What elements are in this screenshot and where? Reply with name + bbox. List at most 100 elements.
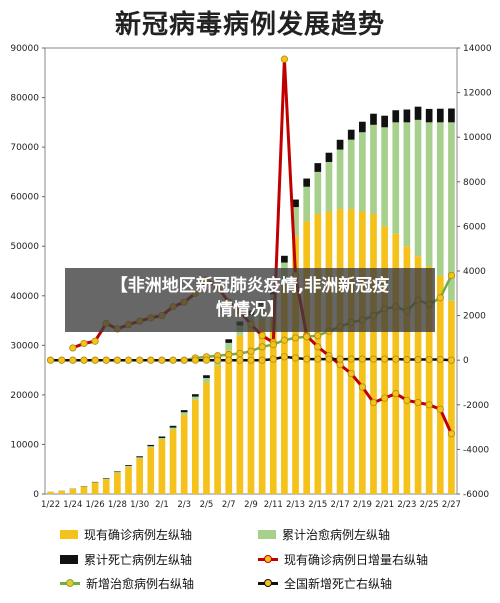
new-deaths-point <box>191 356 199 364</box>
new-deaths-point <box>258 356 266 364</box>
bar-cumulative-cured <box>336 149 344 210</box>
bar-current-confirmed <box>125 466 132 494</box>
legend-item-current-confirmed: 现有确诊病例左纵轴 <box>60 526 192 543</box>
x-tick-label: 2/5 <box>200 500 214 510</box>
left-tick-label: 0 <box>33 490 39 500</box>
new-deaths-point <box>180 356 188 364</box>
new-deaths-point <box>236 356 244 364</box>
new-deaths-point <box>347 355 355 363</box>
new-deaths-point <box>425 355 433 364</box>
legend-item-daily-increase: 现有确诊病例日增量右纵轴 <box>258 551 428 568</box>
x-tick-label: 1/26 <box>86 500 105 510</box>
bar-current-confirmed <box>203 382 210 494</box>
new-deaths-point <box>247 356 255 364</box>
new-deaths-point <box>269 355 277 363</box>
legend-swatch-current-confirmed <box>60 530 78 539</box>
new-deaths-point <box>46 356 55 364</box>
right-tick-label: -2000 <box>463 401 489 411</box>
x-tick-label: 2/11 <box>264 500 283 510</box>
bar-cumulative-deaths <box>191 394 199 397</box>
new-cured-point <box>314 332 322 340</box>
bar-cumulative-deaths <box>125 465 132 467</box>
x-tick-label: 1/28 <box>108 500 127 510</box>
new-deaths-point <box>169 356 177 364</box>
new-deaths-point <box>358 355 366 363</box>
x-tick-label: 2/25 <box>420 500 439 510</box>
legend-label-cumulative-cured: 累计治愈病例左纵轴 <box>282 528 391 542</box>
bar-cumulative-cured <box>114 472 121 473</box>
bar-cumulative-cured <box>225 342 233 351</box>
left-tick-label: 10000 <box>10 440 39 450</box>
x-tick-label: 2/19 <box>353 500 372 510</box>
right-tick-label: 2000 <box>463 312 486 322</box>
bar-cumulative-deaths <box>169 425 177 428</box>
bar-current-confirmed <box>292 236 299 495</box>
bar-cumulative-deaths <box>325 152 333 162</box>
left-tick-label: 30000 <box>10 341 39 351</box>
new-deaths-point <box>280 353 289 361</box>
right-tick-label: 4000 <box>463 267 486 277</box>
bar-cumulative-deaths <box>347 129 355 140</box>
bar-cumulative-cured <box>325 161 333 212</box>
left-tick-label: 50000 <box>10 242 39 252</box>
x-tick-label: 2/15 <box>308 500 327 510</box>
bar-cumulative-deaths <box>102 478 110 479</box>
bar-cumulative-cured <box>136 457 143 459</box>
daily-increase-point <box>91 337 99 345</box>
bar-cumulative-deaths <box>359 121 366 133</box>
daily-increase-point <box>369 398 378 407</box>
new-deaths-point <box>369 355 378 363</box>
bar-cumulative-deaths <box>425 108 433 123</box>
daily-increase-point <box>80 339 88 348</box>
bar-current-confirmed <box>281 285 288 494</box>
new-deaths-point <box>147 356 155 364</box>
bar-cumulative-cured <box>425 122 433 267</box>
new-deaths-point <box>336 355 344 363</box>
bar-current-confirmed <box>336 209 344 495</box>
bar-current-confirmed <box>180 414 188 494</box>
bar-current-confirmed <box>314 214 322 494</box>
new-cured-point <box>247 347 255 355</box>
new-deaths-point <box>381 355 389 363</box>
new-deaths-point <box>225 356 233 364</box>
new-deaths-point <box>113 356 121 364</box>
bar-cumulative-cured <box>158 438 166 440</box>
legend-item-new-cured: 新增治愈病例右纵轴 <box>60 575 194 592</box>
x-tick-label: 2/21 <box>375 500 394 510</box>
right-tick-label: -6000 <box>463 490 489 500</box>
legend-label-new-cured: 新增治愈病例右纵轴 <box>86 577 195 591</box>
new-deaths-point <box>136 356 144 364</box>
bar-cumulative-deaths <box>225 339 233 343</box>
bar-current-confirmed <box>425 266 433 494</box>
bar-cumulative-cured <box>292 207 299 237</box>
new-deaths-point <box>303 355 311 363</box>
bar-cumulative-cured <box>448 122 455 301</box>
bar-current-confirmed <box>236 335 244 494</box>
x-tick-label: 2/27 <box>442 500 461 510</box>
bar-cumulative-cured <box>314 171 322 215</box>
bar-cumulative-deaths <box>403 109 411 123</box>
bar-cumulative-cured <box>180 412 188 415</box>
bar-cumulative-deaths <box>158 436 166 439</box>
bar-current-confirmed <box>347 209 355 495</box>
bar-cumulative-deaths <box>203 375 210 379</box>
new-deaths-point <box>414 355 422 364</box>
bar-current-confirmed <box>114 472 121 494</box>
bar-cumulative-cured <box>392 122 400 234</box>
new-cured-point <box>258 343 266 351</box>
bar-current-confirmed <box>91 482 99 494</box>
daily-increase-point <box>314 343 322 351</box>
bar-cumulative-cured <box>359 132 366 212</box>
left-tick-label: 90000 <box>10 44 39 54</box>
right-tick-label: -4000 <box>463 445 489 455</box>
bar-cumulative-deaths <box>136 456 143 458</box>
bar-cumulative-cured <box>203 378 210 383</box>
bar-current-confirmed <box>403 246 411 494</box>
x-tick-label: 1/24 <box>63 500 82 510</box>
bar-current-confirmed <box>147 447 155 494</box>
bar-current-confirmed <box>80 486 88 494</box>
bar-cumulative-deaths <box>370 113 377 125</box>
bar-current-confirmed <box>136 458 143 494</box>
right-tick-label: 8000 <box>463 178 486 188</box>
daily-increase-point <box>436 405 444 413</box>
